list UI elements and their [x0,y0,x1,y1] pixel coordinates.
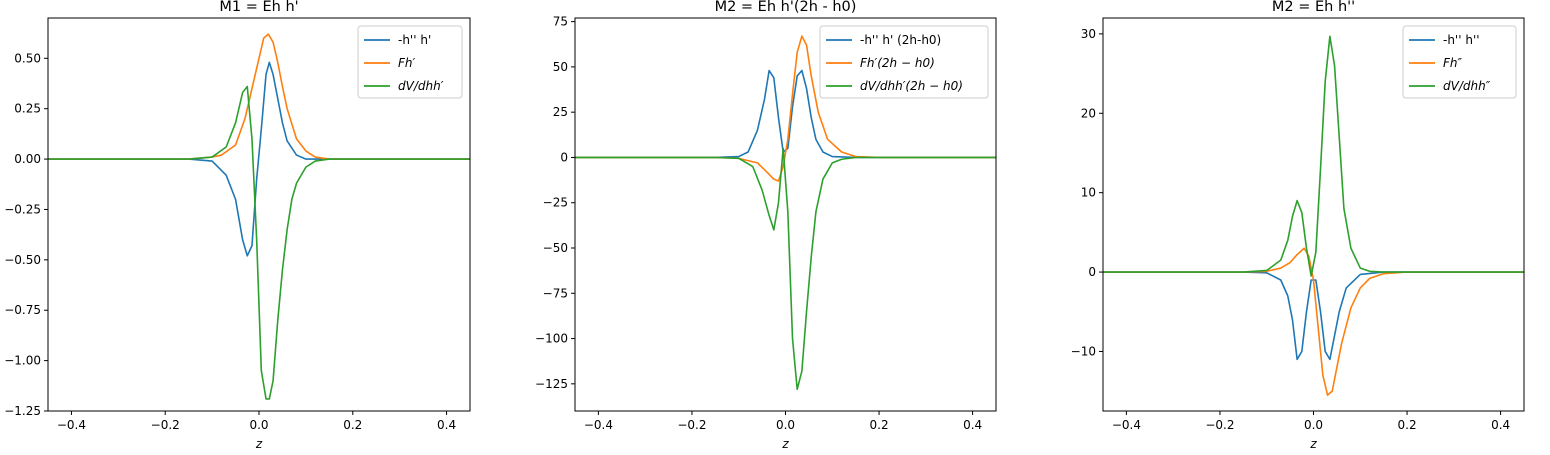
chart-panel-2: M2 = Eh h'(2h - h0) −0.4 −0.2 0.0 0.2 0.4 75 50… [535,0,997,451]
x-tick-label: 0.2 [1398,418,1417,432]
legend-label: dV/dhh″ [1443,79,1491,93]
series-line-3 [1103,35,1524,277]
legend-label: -h'' h' [398,33,431,47]
y-tick-label: −100 [535,332,568,346]
legend-label: Fh″ [1443,56,1463,70]
series-line-3 [48,85,470,400]
legend: -h'' h' Fh′ dV/dhh′ [357,25,463,99]
x-tick-label: 0.2 [870,418,889,432]
legend: -h'' h'' Fh″ dV/dhh″ [1402,25,1517,99]
legend-label: dV/dhh′ [398,79,444,93]
y-tick-label: 0 [560,150,568,164]
y-tick-label: 10 [1081,186,1096,200]
legend-label: Fh′(2h − h0) [860,56,935,70]
y-tick-label: 20 [1081,106,1096,120]
x-tick-label: −0.4 [584,418,613,432]
x-tick-label: 0.4 [1491,418,1510,432]
legend-box [1402,25,1517,99]
x-tick-label: −0.4 [1112,418,1141,432]
y-tick-label: −50 [543,241,568,255]
y-tick-label: −1.00 [4,354,41,368]
legend-box [357,25,463,99]
y-tick-label: 30 [1081,27,1096,41]
legend: -h'' h' (2h-h0) Fh′(2h − h0) dV/dhh′(2h − … [819,25,989,99]
y-tick-label: −125 [535,377,568,391]
y-tick-label: −0.25 [4,202,41,216]
legend-label: -h'' h' (2h-h0) [860,33,941,47]
y-tick-label: −75 [543,286,568,300]
x-tick-label: −0.4 [57,418,86,432]
series-line-3 [575,147,996,391]
x-tick-label: 0.0 [249,418,268,432]
y-tick-label: −10 [1071,344,1096,358]
series-line-2 [1103,247,1524,396]
y-tick-label: 0.00 [14,152,41,166]
y-tick-label: 25 [553,105,568,119]
legend-box [819,25,989,99]
x-tick-label: 0.2 [343,418,362,432]
y-tick-label: 0.50 [14,51,41,65]
y-tick-label: 50 [553,60,568,74]
x-axis-label: z [255,437,263,450]
x-tick-label: 0.4 [963,418,982,432]
x-tick-label: −0.2 [1205,418,1234,432]
series-line-1 [48,61,470,257]
chart-title: M1 = Eh h' [219,0,298,15]
y-tick-label: −0.75 [4,303,41,317]
chart-title: M2 = Eh h'(2h - h0) [715,0,857,15]
y-tick-label: 0 [1088,265,1096,279]
x-tick-label: −0.2 [151,418,180,432]
chart-title: M2 = Eh h'' [1272,0,1355,15]
x-tick-label: 0.0 [776,418,795,432]
y-tick-label: 0.25 [14,102,41,116]
x-tick-label: −0.2 [677,418,706,432]
legend-label: Fh′ [398,56,416,70]
y-tick-label: −0.50 [4,253,41,267]
series-line-1 [575,69,996,159]
y-tick-label: −25 [543,196,568,210]
legend-label: -h'' h'' [1443,33,1480,47]
series-line-2 [575,35,996,182]
y-tick-label: −1.25 [4,404,41,418]
x-axis-label: z [781,437,789,450]
x-tick-label: 0.0 [1304,418,1323,432]
chart-panel-3: M2 = Eh h'' −0.4 −0.2 0.0 0.2 0.4 30 20 10 0 −10 z -… [1071,0,1525,451]
x-tick-label: 0.4 [437,418,456,432]
chart-panel-1: M1 = Eh h' −0.4 −0.2 0.0 0.2 0.4 0.50 0.25 0.00 −… [4,0,471,451]
y-tick-label: 75 [553,15,568,29]
series-line-2 [48,33,470,160]
legend-label: dV/dhh′(2h − h0) [860,79,963,93]
charts-layer: M1 = Eh h'−0.4 −0.2 0.0 0.2 0.40.500.250.00−… [4,0,1525,451]
x-axis-label: z [1309,437,1317,450]
